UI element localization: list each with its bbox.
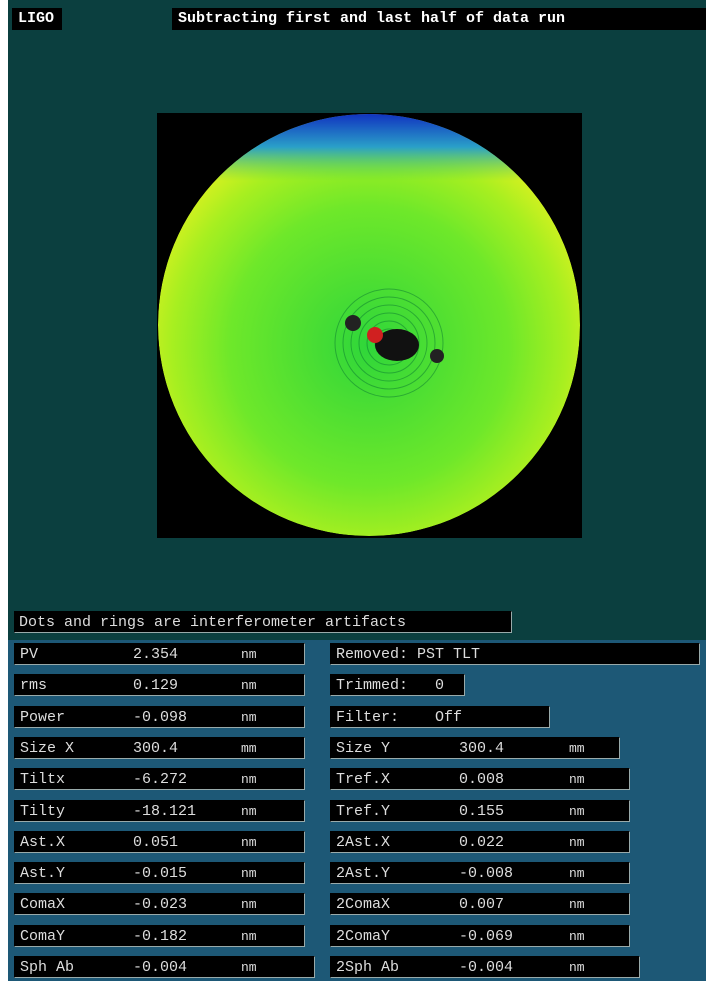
artifact [345, 315, 361, 331]
result-row: Size X 300.4 mm [14, 736, 305, 759]
value: 0.022 [459, 833, 505, 851]
result-row: 2ComaX 0.007 nm [330, 893, 630, 916]
unit: nm [569, 772, 585, 788]
result-row: ComaY -0.182 nm [14, 924, 305, 947]
label: Power [20, 708, 66, 726]
result-row: Trimmed: 0 [330, 674, 465, 697]
value: -0.008 [459, 865, 514, 883]
result-row: 2Ast.Y -0.008 nm [330, 862, 630, 885]
unit: nm [569, 897, 585, 913]
label: 2ComaY [336, 927, 391, 945]
result-row: Ast.Y -0.015 nm [14, 862, 305, 885]
value: Off [435, 708, 463, 726]
caption: Dots and rings are interferometer artifa… [14, 611, 512, 633]
unit: nm [241, 897, 257, 913]
value: 300.4 [459, 739, 505, 757]
title: Subtracting first and last half of data … [172, 8, 706, 30]
label: Tilty [20, 802, 66, 820]
value: 0.155 [459, 802, 505, 820]
label: Size Y [336, 739, 391, 757]
result-row: Filter: Off [330, 705, 550, 728]
label: Ast.Y [20, 865, 66, 883]
value: -0.182 [133, 927, 188, 945]
label: ComaX [20, 896, 66, 914]
value: -0.023 [133, 896, 188, 914]
label: ComaY [20, 927, 66, 945]
label: Tref.X [336, 771, 391, 789]
result-row: 2Ast.X 0.022 nm [330, 830, 630, 853]
result-row: Tilty -18.121 nm [14, 799, 305, 822]
result-row: 2ComaY -0.069 nm [330, 924, 630, 947]
value: 0 [435, 677, 445, 695]
label: Ast.X [20, 833, 66, 851]
result-row: ComaX -0.023 nm [14, 893, 305, 916]
value: 0.129 [133, 677, 179, 695]
logo: LIGO [12, 8, 62, 30]
unit: nm [569, 928, 585, 944]
unit: nm [241, 678, 257, 694]
value: -0.004 [133, 959, 188, 976]
result-row: Power -0.098 nm [14, 705, 305, 728]
result-row: Tref.X 0.008 nm [330, 768, 630, 791]
unit: nm [569, 803, 585, 819]
result-row: Ast.X 0.051 nm [14, 830, 305, 853]
artifact [367, 327, 383, 343]
label: 2Sph Ab [336, 959, 400, 976]
result-row: Size Y 300.4 mm [330, 736, 620, 759]
value: 300.4 [133, 739, 179, 757]
result-row: 2Sph Ab -0.004 nm [330, 956, 640, 978]
value: -6.272 [133, 771, 188, 789]
unit: nm [569, 960, 585, 975]
unit: nm [241, 772, 257, 788]
value: 2.354 [133, 646, 179, 663]
unit: nm [569, 866, 585, 882]
label: Trimmed: [336, 677, 409, 695]
value: -0.004 [459, 959, 514, 976]
unit: nm [241, 928, 257, 944]
interferogram [157, 113, 582, 538]
value: -0.015 [133, 865, 188, 883]
label: Tref.Y [336, 802, 391, 820]
result-row: rms 0.129 nm [14, 674, 305, 697]
unit: nm [241, 803, 257, 819]
result-row: Tiltx -6.272 nm [14, 768, 305, 791]
value: 0.051 [133, 833, 179, 851]
artifact [430, 349, 444, 363]
label: Sph Ab [20, 959, 75, 976]
label: 2Ast.Y [336, 865, 391, 883]
result-row: PV 2.354 nm [14, 643, 305, 665]
label: PV [20, 646, 39, 663]
unit: mm [241, 740, 257, 756]
unit: nm [241, 709, 257, 725]
value: 0.008 [459, 771, 505, 789]
artifact [375, 329, 419, 361]
label: 2Ast.X [336, 833, 391, 851]
result-row: Removed: PST TLT [330, 643, 700, 665]
unit: nm [241, 960, 257, 975]
label: 2ComaX [336, 896, 391, 914]
unit: nm [241, 647, 257, 662]
label: Removed: PST TLT [336, 646, 481, 663]
label: Filter: [336, 708, 400, 726]
label: Tiltx [20, 771, 66, 789]
result-row: Tref.Y 0.155 nm [330, 799, 630, 822]
unit: nm [569, 834, 585, 850]
value: -0.098 [133, 708, 188, 726]
value: 0.007 [459, 896, 505, 914]
result-row: Sph Ab -0.004 nm [14, 956, 315, 978]
unit: mm [569, 740, 585, 756]
unit: nm [241, 866, 257, 882]
value: -18.121 [133, 802, 197, 820]
label: Size X [20, 739, 75, 757]
value: -0.069 [459, 927, 514, 945]
label: rms [20, 677, 48, 695]
edge-band [158, 114, 580, 536]
unit: nm [241, 834, 257, 850]
